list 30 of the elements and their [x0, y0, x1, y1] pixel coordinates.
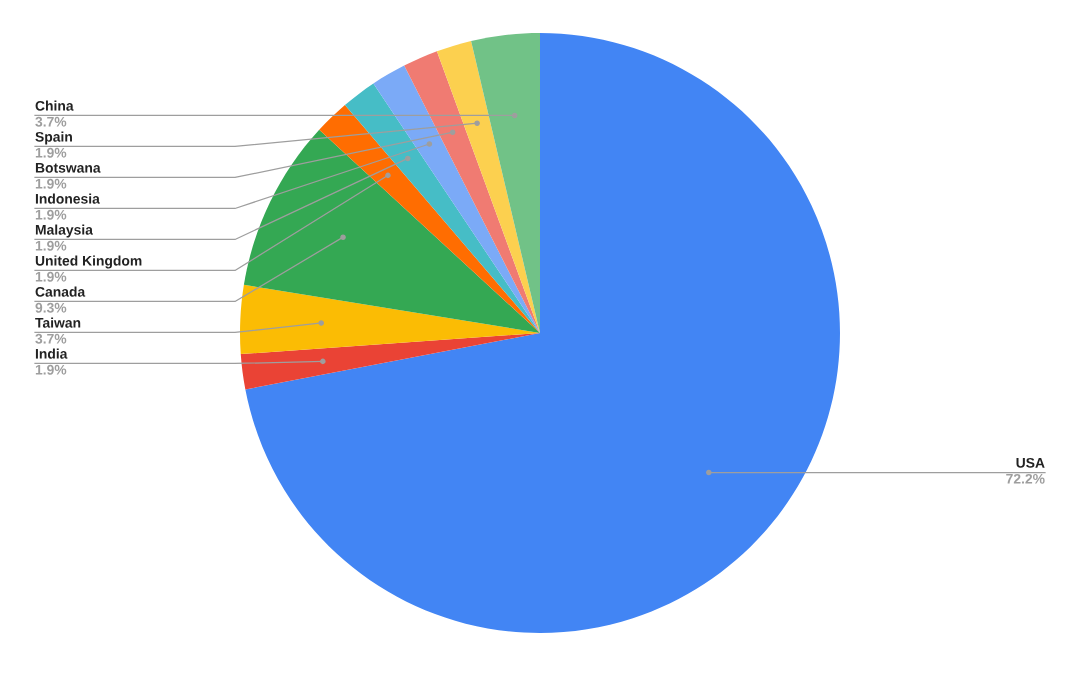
- pie-slice: [344, 83, 540, 333]
- slice-label: Indonesia: [35, 193, 100, 204]
- data-label: 1.9%: [35, 364, 67, 375]
- data-label: 1.9%: [35, 271, 67, 282]
- slice-label: Malaysia: [35, 224, 93, 238]
- data-label: 3.7%: [35, 333, 67, 344]
- slice-label: Canada: [35, 286, 86, 297]
- data-label: 72.2%: [1006, 473, 1045, 484]
- pie-slice: [240, 333, 540, 390]
- slice-label: India: [35, 348, 68, 359]
- slice-label: USA: [1016, 457, 1045, 468]
- data-label: 1.9%: [35, 240, 67, 251]
- pie-slice: [373, 65, 540, 333]
- data-label: 1.9%: [35, 147, 67, 158]
- pie-slice: [240, 284, 540, 355]
- pie-slice: [404, 51, 540, 333]
- slice-label: Taiwan: [35, 317, 81, 328]
- pie-slice: [471, 33, 540, 333]
- data-label: 9.3%: [35, 302, 67, 313]
- pie-slice: [319, 105, 540, 333]
- pie-slice: [243, 129, 540, 333]
- data-label: 1.9%: [35, 178, 67, 189]
- slice-label: China: [35, 100, 74, 111]
- slice-label: United Kingdom: [35, 255, 142, 269]
- data-label: 1.9%: [35, 209, 67, 220]
- slice-label: Botswana: [35, 163, 101, 173]
- pie-slice: [436, 41, 540, 333]
- data-label: 3.7%: [35, 116, 67, 127]
- slice-label: Spain: [35, 131, 72, 145]
- pie-slice: [245, 33, 840, 633]
